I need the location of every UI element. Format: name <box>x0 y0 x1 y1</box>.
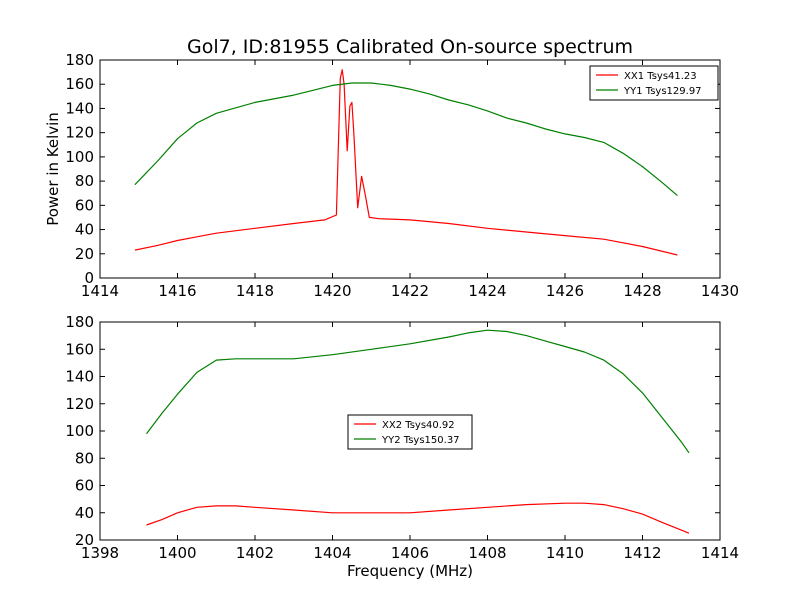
x-tick-label: 1404 <box>313 544 351 562</box>
y-tick-label: 180 <box>65 51 94 69</box>
x-tick-label: 1416 <box>158 282 196 300</box>
y-tick-label: 40 <box>75 504 94 522</box>
y-tick-label: 40 <box>75 221 94 239</box>
legend-label: YY1 Tsys129.97 <box>623 86 702 97</box>
x-tick-label: 1420 <box>313 282 351 300</box>
y-tick-label: 20 <box>75 531 94 549</box>
y-tick-label: 140 <box>65 99 94 117</box>
x-tick-label: 1410 <box>546 544 584 562</box>
x-tick-label: 1402 <box>236 544 274 562</box>
y-tick-label: 160 <box>65 340 94 358</box>
y-tick-label: 140 <box>65 368 94 386</box>
y-tick-label: 60 <box>75 477 94 495</box>
x-tick-label: 1400 <box>158 544 196 562</box>
y-tick-label: 80 <box>75 172 94 190</box>
x-tick-label: 1398 <box>81 544 119 562</box>
y-tick-label: 100 <box>65 148 94 166</box>
series-line-1 <box>146 502 690 534</box>
legend-label: YY2 Tsys150.37 <box>381 435 460 446</box>
y-tick-label: 120 <box>65 124 94 142</box>
series-line-1 <box>134 69 678 256</box>
y-tick-label: 80 <box>75 449 94 467</box>
legend: XX1 Tsys41.23 YY1 Tsys129.97 <box>589 65 719 101</box>
y-tick-label: 60 <box>75 196 94 214</box>
legend: XX2 Tsys40.92 YY2 Tsys150.37 <box>347 414 473 450</box>
y-tick-label: 180 <box>65 313 94 331</box>
x-axis-label: Frequency (MHz) <box>347 562 473 580</box>
y-tick-label: 0 <box>84 269 94 287</box>
y-axis-label: Power in Kelvin <box>44 112 62 226</box>
bottom-panel: 1398 1400 1402 1404 1406 1408 1410 1412 1414 20 40… <box>65 313 739 562</box>
x-tick-label: 1408 <box>468 544 506 562</box>
x-tick-label: 1414 <box>81 282 119 300</box>
y-tick-label: 120 <box>65 395 94 413</box>
series-line-2 <box>134 82 678 197</box>
x-tick-label: 1422 <box>391 282 429 300</box>
x-tick-label: 1418 <box>236 282 274 300</box>
legend-box <box>347 414 473 450</box>
x-tick-label: 1428 <box>623 282 661 300</box>
chart-title: Gol7, ID:81955 Calibrated On-source spec… <box>187 36 633 58</box>
x-tick-label: 1406 <box>391 544 429 562</box>
series-line-2 <box>146 329 690 454</box>
x-tick-label: 1424 <box>468 282 506 300</box>
legend-label: XX1 Tsys41.23 <box>624 71 697 82</box>
top-panel: 1414 1416 1418 1420 1422 1424 1426 1428 1430 0 20 4… <box>65 51 739 300</box>
x-tick-label: 1426 <box>546 282 584 300</box>
legend-label: XX2 Tsys40.92 <box>382 420 455 431</box>
y-tick-label: 160 <box>65 75 94 93</box>
y-tick-label: 20 <box>75 245 94 263</box>
x-tick-label: 1412 <box>623 544 661 562</box>
x-tick-label: 1414 <box>701 544 739 562</box>
x-tick-label: 1430 <box>701 282 739 300</box>
y-tick-label: 100 <box>65 422 94 440</box>
legend-box <box>589 65 719 101</box>
